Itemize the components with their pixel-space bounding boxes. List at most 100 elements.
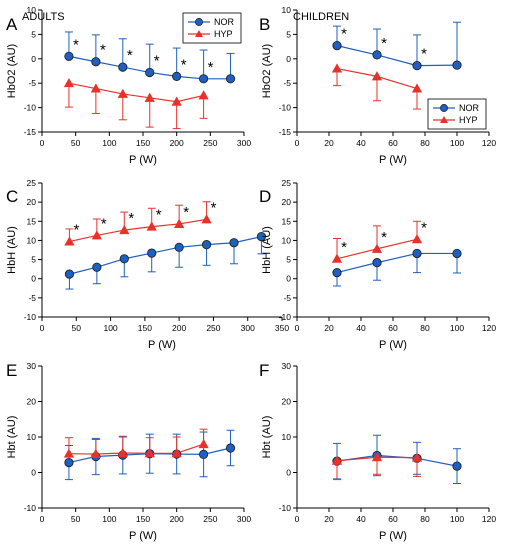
data-point bbox=[91, 230, 102, 240]
legend-box bbox=[182, 12, 242, 44]
x-tick-label: 100 bbox=[102, 514, 116, 524]
data-point bbox=[64, 269, 75, 279]
y-tick-label: 25 bbox=[282, 178, 292, 188]
y-tick-label: 15 bbox=[27, 216, 37, 226]
data-point bbox=[371, 243, 383, 253]
y-tick-label: 30 bbox=[27, 361, 37, 371]
y-tick-label: -10 bbox=[279, 312, 292, 322]
y-tick-label: -5 bbox=[283, 78, 291, 88]
series-hyp bbox=[63, 428, 209, 459]
series-nor bbox=[332, 248, 462, 287]
x-tick-label: 0 bbox=[40, 323, 45, 333]
legend: NOR HYP bbox=[182, 12, 242, 44]
x-tick-label: 250 bbox=[203, 138, 217, 148]
series-nor bbox=[64, 31, 236, 84]
x-axis-label: P (W) bbox=[129, 154, 157, 166]
y-tick-label: 20 bbox=[27, 197, 37, 207]
significance-star: * bbox=[100, 42, 106, 59]
y-tick-label: 30 bbox=[282, 361, 292, 371]
significance-star: * bbox=[128, 210, 134, 227]
y-tick-label: 10 bbox=[27, 432, 37, 442]
significance-star: * bbox=[101, 215, 107, 232]
data-point bbox=[174, 242, 184, 252]
data-point bbox=[172, 71, 182, 81]
x-tick-label: 40 bbox=[356, 323, 366, 333]
data-point bbox=[144, 448, 155, 458]
legend-marker bbox=[195, 30, 203, 37]
data-point bbox=[92, 262, 102, 272]
data-point bbox=[412, 248, 422, 259]
panel-letter: F bbox=[259, 361, 269, 380]
significance-star: * bbox=[381, 35, 387, 52]
data-point bbox=[452, 60, 462, 70]
x-tick-label: 0 bbox=[40, 138, 45, 148]
significance-star: * bbox=[154, 52, 160, 69]
x-tick-label: 150 bbox=[138, 323, 152, 333]
x-tick-label: 60 bbox=[388, 138, 398, 148]
data-point bbox=[145, 67, 155, 78]
x-tick-label: 0 bbox=[295, 514, 300, 524]
data-point bbox=[332, 267, 342, 278]
y-tick-label: 20 bbox=[282, 197, 292, 207]
significance-star: * bbox=[183, 204, 189, 221]
data-point bbox=[411, 452, 423, 462]
y-tick-label: 10 bbox=[27, 5, 37, 15]
x-tick-label: 60 bbox=[388, 514, 398, 524]
significance-star: * bbox=[381, 229, 387, 246]
data-point bbox=[119, 224, 130, 235]
data-point bbox=[411, 83, 423, 93]
x-tick-label: 150 bbox=[136, 514, 150, 524]
x-tick-label: 0 bbox=[295, 138, 300, 148]
series-hyp bbox=[331, 220, 423, 263]
y-tick-label: -5 bbox=[28, 78, 36, 88]
x-tick-label: 350 bbox=[275, 323, 289, 333]
x-tick-label: 100 bbox=[102, 138, 116, 148]
data-point bbox=[198, 90, 209, 100]
significance-star: * bbox=[74, 222, 80, 239]
panel-letter: E bbox=[6, 361, 17, 380]
legend-marker bbox=[195, 18, 203, 26]
x-axis-label: P (W) bbox=[379, 530, 407, 542]
data-point bbox=[63, 448, 75, 458]
y-tick-label: 5 bbox=[31, 255, 36, 265]
x-tick-label: 100 bbox=[450, 514, 464, 524]
y-tick-label: 0 bbox=[286, 468, 291, 478]
legend-marker bbox=[440, 116, 448, 123]
x-tick-label: 50 bbox=[72, 323, 82, 333]
y-axis-label: HbO2 (AU) bbox=[6, 44, 18, 98]
y-tick-label: -10 bbox=[24, 103, 37, 113]
data-point bbox=[117, 88, 128, 98]
panel-letter: C bbox=[6, 187, 18, 206]
y-tick-label: 5 bbox=[31, 29, 36, 39]
significance-star: * bbox=[341, 239, 347, 256]
data-point bbox=[118, 62, 128, 72]
x-axis-label: P (W) bbox=[148, 339, 176, 351]
y-axis-label: HbO2 (AU) bbox=[261, 44, 273, 98]
x-tick-label: 200 bbox=[170, 514, 184, 524]
series-nor bbox=[332, 21, 462, 71]
data-point bbox=[198, 438, 209, 449]
legend-box bbox=[427, 98, 487, 130]
legend: NOR HYP bbox=[427, 98, 487, 130]
x-tick-label: 40 bbox=[356, 138, 366, 148]
y-axis-label: HbH (AU) bbox=[261, 226, 273, 274]
significance-star: * bbox=[208, 59, 214, 76]
data-point bbox=[64, 51, 74, 61]
data-point bbox=[452, 461, 462, 471]
data-point bbox=[199, 74, 209, 84]
legend-label: NOR bbox=[459, 103, 480, 113]
data-point bbox=[331, 455, 343, 465]
data-point bbox=[371, 452, 383, 462]
y-tick-label: 0 bbox=[286, 274, 291, 284]
data-point bbox=[171, 448, 182, 458]
data-point bbox=[201, 240, 212, 250]
data-point bbox=[229, 238, 239, 248]
x-tick-label: 50 bbox=[71, 138, 81, 148]
data-point bbox=[412, 61, 422, 71]
x-tick-label: 200 bbox=[172, 323, 186, 333]
legend-label: HYP bbox=[459, 115, 478, 125]
